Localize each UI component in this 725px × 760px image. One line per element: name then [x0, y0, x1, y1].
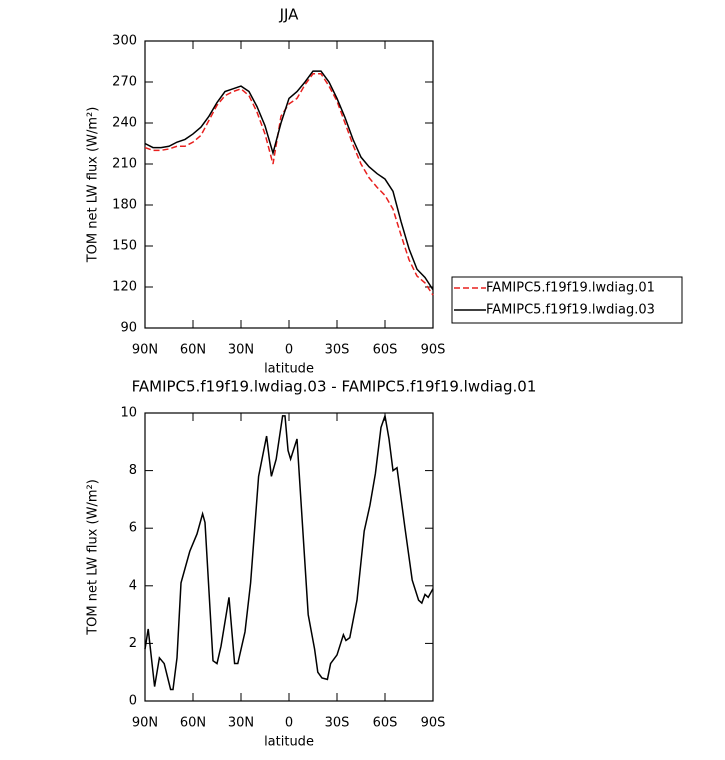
- y-axis-label: TOM net LW flux (W/m²): [86, 479, 101, 636]
- y-tick-label: 10: [120, 406, 137, 421]
- y-tick-label: 120: [112, 280, 137, 295]
- x-tick-label: 30N: [228, 343, 254, 358]
- x-tick-label: 30S: [325, 716, 350, 731]
- legend-box: [451, 276, 683, 324]
- x-tick-label: 60S: [373, 716, 398, 731]
- y-tick-label: 2: [129, 636, 137, 651]
- y-tick-label: 240: [112, 116, 137, 131]
- chart-title: FAMIPC5.f19f19.lwdiag.03 - FAMIPC5.f19f1…: [132, 378, 537, 396]
- series-line: [144, 412, 434, 691]
- y-tick-label: 4: [129, 578, 137, 593]
- y-tick-label: 6: [129, 521, 137, 536]
- series-line: [144, 73, 434, 296]
- y-tick-label: 0: [129, 694, 137, 709]
- x-tick-label: 60N: [180, 343, 206, 358]
- x-tick-label: 60S: [373, 343, 398, 358]
- x-tick-label: 30N: [228, 716, 254, 731]
- y-tick-label: 270: [112, 75, 137, 90]
- y-tick-label: 150: [112, 239, 137, 254]
- y-tick-label: 300: [112, 34, 137, 49]
- legend-label: FAMIPC5.f19f19.lwdiag.03: [486, 303, 655, 318]
- chart-title: JJA: [279, 6, 300, 24]
- y-tick-label: 210: [112, 157, 137, 172]
- x-axis-label: latitude: [264, 362, 314, 377]
- y-tick-label: 8: [129, 463, 137, 478]
- x-tick-label: 90N: [132, 716, 158, 731]
- x-tick-label: 60N: [180, 716, 206, 731]
- x-tick-label: 0: [285, 343, 293, 358]
- x-axis-label: latitude: [264, 735, 314, 750]
- y-tick-label: 90: [120, 321, 137, 336]
- x-tick-label: 90N: [132, 343, 158, 358]
- legend-label: FAMIPC5.f19f19.lwdiag.01: [486, 281, 655, 296]
- series-line: [144, 70, 434, 291]
- x-tick-label: 0: [285, 716, 293, 731]
- y-axis-label: TOM net LW flux (W/m²): [86, 107, 101, 264]
- x-tick-label: 90S: [421, 343, 446, 358]
- y-tick-label: 180: [112, 198, 137, 213]
- plot-frame: [144, 40, 434, 329]
- x-tick-label: 90S: [421, 716, 446, 731]
- x-tick-label: 30S: [325, 343, 350, 358]
